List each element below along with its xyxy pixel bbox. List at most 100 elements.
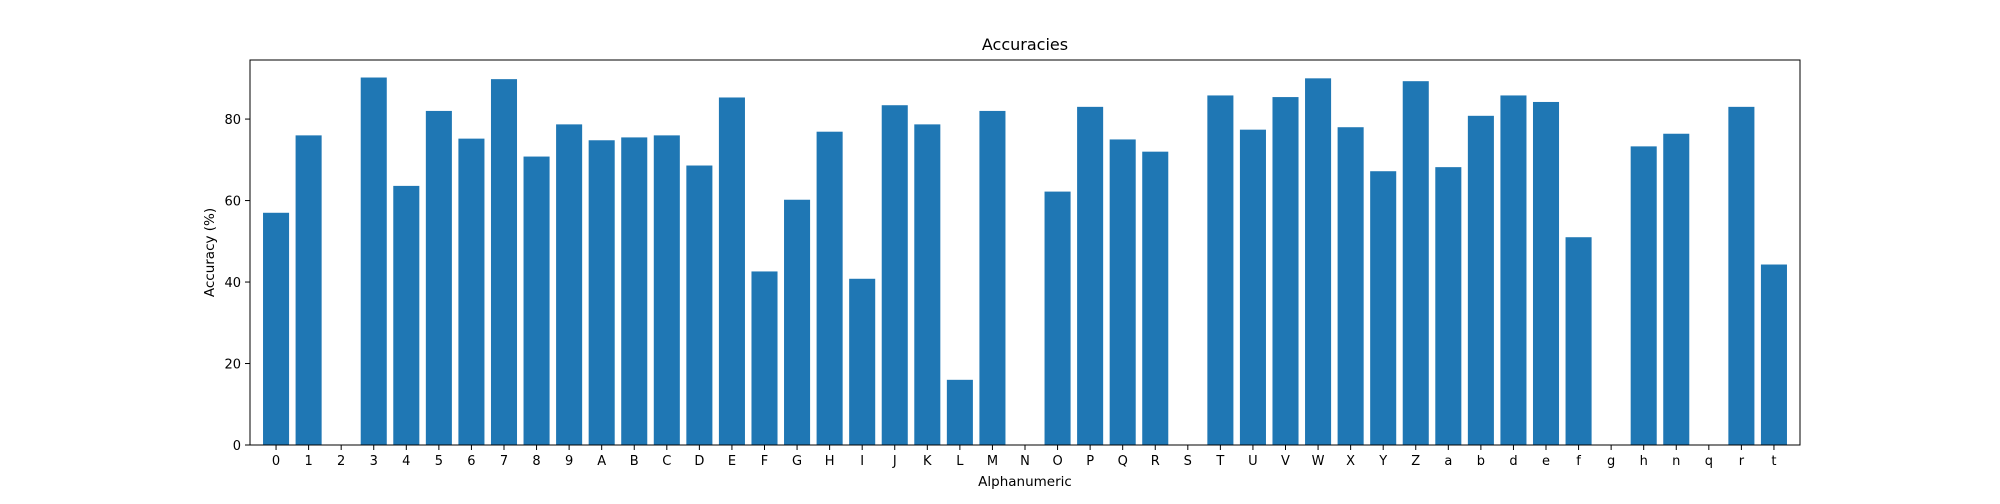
bar-5 <box>425 110 452 445</box>
bar-R <box>1142 151 1169 445</box>
y-axis-label: Accuracy (%) <box>202 208 218 297</box>
x-tick-label-R: R <box>1151 454 1160 469</box>
x-tick-label-8: 8 <box>532 454 540 469</box>
x-tick-label-D: D <box>694 454 704 469</box>
x-tick-label-Z: Z <box>1411 454 1420 469</box>
bar-F <box>751 271 778 445</box>
bar-Z <box>1402 81 1429 446</box>
bar-M <box>979 110 1006 445</box>
bar-h <box>1630 146 1657 446</box>
y-axis-ticks: 0 20 40 60 80 <box>224 113 250 454</box>
bar-8 <box>523 156 550 446</box>
x-tick-label-H: H <box>825 454 835 469</box>
bar-Y <box>1370 171 1397 445</box>
x-tick-label-b: b <box>1477 454 1485 469</box>
bars-group <box>263 77 1787 446</box>
bar-4 <box>393 185 420 445</box>
bar-T <box>1207 95 1234 445</box>
x-tick-label-q: q <box>1705 454 1713 469</box>
x-tick-label-T: T <box>1215 454 1224 469</box>
bar-E <box>718 97 745 446</box>
x-tick-label-F: F <box>761 454 768 469</box>
x-axis-label: Alphanumeric <box>978 474 1072 490</box>
bar-b <box>1467 115 1494 445</box>
bar-d <box>1500 95 1527 445</box>
bar-D <box>686 165 713 445</box>
x-tick-label-E: E <box>728 454 736 469</box>
x-tick-label-2: 2 <box>337 454 345 469</box>
bar-n <box>1663 133 1690 446</box>
y-tick-label-60: 60 <box>224 195 241 210</box>
x-tick-label-t: t <box>1771 454 1776 469</box>
bar-J <box>881 105 908 445</box>
x-tick-label-A: A <box>597 454 606 469</box>
bar-B <box>621 137 648 445</box>
bar-r <box>1728 106 1755 445</box>
x-tick-label-g: g <box>1607 454 1615 469</box>
x-tick-label-h: h <box>1640 454 1648 469</box>
bar-Q <box>1109 139 1136 445</box>
x-tick-label-4: 4 <box>402 454 410 469</box>
x-tick-label-C: C <box>662 454 671 469</box>
x-tick-label-1: 1 <box>304 454 312 469</box>
bar-3 <box>360 77 387 445</box>
bar-O <box>1044 191 1071 445</box>
x-tick-label-Y: Y <box>1378 454 1387 469</box>
y-tick-label-40: 40 <box>224 276 241 291</box>
bar-I <box>849 278 876 445</box>
x-tick-label-n: n <box>1672 454 1680 469</box>
bar-6 <box>458 138 485 445</box>
x-tick-label-5: 5 <box>435 454 443 469</box>
bar-G <box>784 199 811 445</box>
bar-C <box>653 135 680 446</box>
bar-1 <box>295 135 322 446</box>
bar-K <box>914 124 941 446</box>
x-tick-label-B: B <box>630 454 639 469</box>
x-tick-label-V: V <box>1281 454 1290 469</box>
bar-W <box>1305 78 1332 445</box>
bar-P <box>1077 106 1104 445</box>
chart-title: Accuracies <box>982 35 1068 54</box>
x-tick-label-f: f <box>1576 454 1581 469</box>
bar-t <box>1760 264 1787 445</box>
bar-9 <box>556 124 583 446</box>
y-tick-label-0: 0 <box>233 439 241 454</box>
x-tick-label-6: 6 <box>467 454 475 469</box>
bar-A <box>588 140 615 445</box>
y-tick-label-80: 80 <box>224 113 241 128</box>
bar-0 <box>263 212 290 445</box>
x-tick-label-X: X <box>1346 454 1355 469</box>
bar-f <box>1565 237 1592 445</box>
x-tick-label-0: 0 <box>272 454 280 469</box>
x-tick-label-P: P <box>1086 454 1094 469</box>
x-tick-label-O: O <box>1052 454 1062 469</box>
bar-7 <box>490 79 518 446</box>
x-tick-label-9: 9 <box>565 454 573 469</box>
x-tick-label-S: S <box>1184 454 1192 469</box>
x-tick-label-W: W <box>1312 454 1325 469</box>
x-tick-label-J: J <box>892 454 897 469</box>
x-tick-label-d: d <box>1509 454 1517 469</box>
bar-a <box>1435 167 1462 446</box>
bar-e <box>1532 101 1560 446</box>
x-tick-label-U: U <box>1248 454 1258 469</box>
plot-area-frame <box>249 59 1801 446</box>
x-tick-label-L: L <box>956 454 964 469</box>
x-tick-label-M: M <box>987 454 998 469</box>
x-tick-label-G: G <box>792 454 802 469</box>
y-tick-label-20: 20 <box>224 358 241 373</box>
x-tick-label-K: K <box>923 454 932 469</box>
x-tick-label-a: a <box>1444 454 1452 469</box>
x-tick-label-Q: Q <box>1118 454 1128 469</box>
x-tick-label-I: I <box>860 454 864 469</box>
bar-U <box>1239 129 1266 445</box>
x-tick-label-3: 3 <box>370 454 378 469</box>
x-tick-label-e: e <box>1542 454 1550 469</box>
bar-V <box>1272 97 1299 446</box>
bar-H <box>816 131 843 445</box>
x-tick-label-r: r <box>1739 454 1745 469</box>
bar-L <box>946 379 973 445</box>
